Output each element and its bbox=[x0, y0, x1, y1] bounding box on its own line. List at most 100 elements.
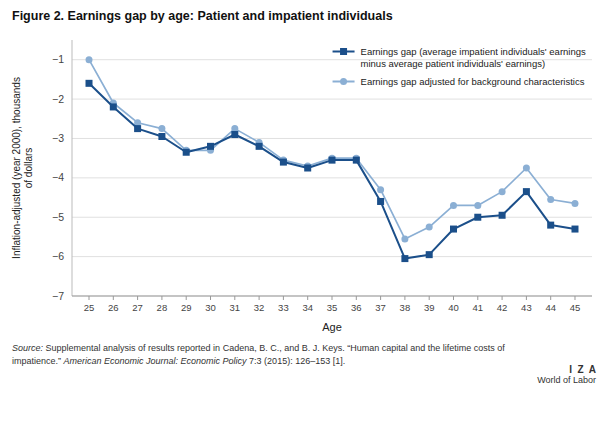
point bbox=[426, 251, 433, 258]
x-tick-label: 26 bbox=[108, 302, 119, 313]
y-tick-label: −4 bbox=[52, 171, 64, 183]
x-tick bbox=[404, 296, 405, 300]
source-italic: Source: bbox=[12, 343, 43, 353]
y-axis-label-group: Inflation-adjusted (year 2000), thousand… bbox=[11, 77, 34, 259]
x-tick-label: 43 bbox=[521, 302, 532, 313]
point bbox=[547, 222, 554, 229]
x-tick-label: 42 bbox=[497, 302, 508, 313]
point bbox=[183, 149, 190, 156]
point bbox=[231, 131, 238, 138]
x-tick bbox=[210, 296, 211, 300]
x-tick bbox=[550, 296, 551, 300]
point bbox=[86, 56, 93, 63]
y-tick-label: −3 bbox=[52, 132, 64, 144]
x-tick-label: 40 bbox=[448, 302, 459, 313]
x-tick bbox=[89, 296, 90, 300]
x-tick bbox=[161, 296, 162, 300]
x-tick-label: 41 bbox=[473, 302, 484, 313]
x-tick bbox=[356, 296, 357, 300]
point bbox=[571, 200, 578, 207]
point bbox=[86, 80, 93, 87]
chart: Figure 2. Earnings gap by age: Patient a… bbox=[0, 0, 608, 340]
text-line: minus average patient individuals' earni… bbox=[361, 58, 546, 69]
source-text: 7:3 (2015): 126–153 [1]. bbox=[247, 356, 346, 366]
x-tick bbox=[453, 296, 454, 300]
x-tick-label: 31 bbox=[230, 302, 241, 313]
x-tick bbox=[332, 296, 333, 300]
series-line bbox=[89, 83, 575, 258]
point bbox=[329, 157, 336, 164]
text-line: Earnings gap adjusted for background cha… bbox=[361, 76, 585, 87]
x-tick-label: 33 bbox=[278, 302, 289, 313]
x-tick bbox=[502, 296, 503, 300]
grid-line bbox=[72, 177, 592, 178]
x-tick bbox=[380, 296, 381, 300]
x-tick-label: 28 bbox=[157, 302, 168, 313]
x-tick bbox=[186, 296, 187, 300]
y-tick-label: −5 bbox=[52, 211, 64, 223]
x-tick-label: 29 bbox=[181, 302, 192, 313]
source: Source: Supplemental analysis of results… bbox=[12, 342, 521, 367]
x-tick-label: 34 bbox=[302, 302, 313, 313]
x-tick-label: 25 bbox=[84, 302, 95, 313]
text-line: Inflation-adjusted (year 2000), thousand… bbox=[11, 77, 22, 259]
x-tick bbox=[283, 296, 284, 300]
legend: Earnings gap (average impatient individu… bbox=[333, 46, 586, 87]
point bbox=[353, 157, 360, 164]
plot-area bbox=[86, 56, 579, 262]
point bbox=[158, 133, 165, 140]
x-tick-label: 45 bbox=[570, 302, 581, 313]
point bbox=[401, 235, 408, 242]
point bbox=[450, 202, 457, 209]
x-tick-label: 27 bbox=[132, 302, 143, 313]
point bbox=[401, 255, 408, 262]
x-tick bbox=[307, 296, 308, 300]
grid-line bbox=[72, 256, 592, 257]
page: {"chart_data": { "type": "line", "title"… bbox=[0, 0, 608, 422]
point bbox=[523, 188, 530, 195]
source-italic: American Economic Journal: Economic Poli… bbox=[64, 356, 247, 366]
point bbox=[571, 226, 578, 233]
point bbox=[134, 125, 141, 132]
point bbox=[207, 143, 214, 150]
point bbox=[474, 214, 481, 221]
legend-marker bbox=[340, 78, 347, 85]
grid bbox=[72, 60, 592, 296]
y-tick-label: −6 bbox=[52, 250, 64, 262]
series bbox=[86, 80, 579, 262]
x-tick-label: 35 bbox=[327, 302, 338, 313]
point bbox=[499, 188, 506, 195]
y-tick-label: −1 bbox=[52, 53, 64, 65]
x-tick bbox=[477, 296, 478, 300]
x-tick bbox=[234, 296, 235, 300]
text-line: Earnings gap (average impatient individu… bbox=[361, 46, 586, 57]
logo: I Z AWorld of Labor bbox=[537, 342, 596, 385]
legend-item: Earnings gap adjusted for background cha… bbox=[333, 76, 585, 87]
point bbox=[158, 125, 165, 132]
grid-line bbox=[72, 217, 592, 218]
y-tick-label: −7 bbox=[52, 290, 64, 302]
x-tick bbox=[259, 296, 260, 300]
point bbox=[256, 143, 263, 150]
point bbox=[377, 186, 384, 193]
point bbox=[377, 198, 384, 205]
x-tick-label: 39 bbox=[424, 302, 435, 313]
point bbox=[474, 202, 481, 209]
x-tick-label: 32 bbox=[254, 302, 265, 313]
x-tick bbox=[574, 296, 575, 300]
legend-item: Earnings gap (average impatient individu… bbox=[333, 46, 586, 69]
x-tick-label: 38 bbox=[400, 302, 411, 313]
grid-line bbox=[72, 138, 592, 139]
x-tick-label: 44 bbox=[545, 302, 556, 313]
legend-label: Earnings gap (average impatient individu… bbox=[361, 46, 586, 69]
point bbox=[280, 159, 287, 166]
x-tick bbox=[429, 296, 430, 300]
annotation: I Z A bbox=[537, 364, 596, 375]
point bbox=[304, 165, 311, 172]
point bbox=[450, 226, 457, 233]
annotation: World of Labor bbox=[537, 375, 596, 385]
x-tick-label: 37 bbox=[375, 302, 386, 313]
x-tick bbox=[137, 296, 138, 300]
point bbox=[110, 103, 117, 110]
point bbox=[499, 212, 506, 219]
